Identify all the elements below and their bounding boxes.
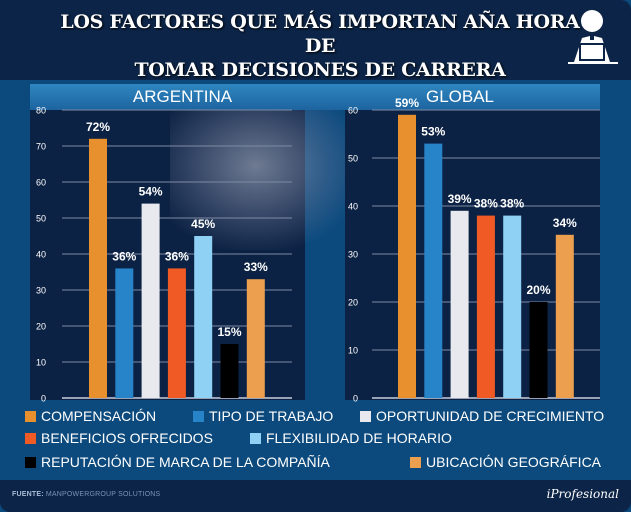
legend-item-compensacion: COMPENSACIÓN — [25, 408, 156, 424]
legend-label: BENEFICIOS OFRECIDOS — [41, 430, 213, 446]
y-tick-label: 60 — [348, 106, 358, 116]
data-label: 45% — [191, 217, 215, 231]
data-label: 20% — [526, 283, 550, 297]
source-label: FUENTE: — [12, 491, 44, 498]
data-label: 36% — [165, 249, 189, 263]
data-label: 33% — [244, 260, 268, 274]
bar — [529, 302, 548, 398]
bar — [89, 138, 107, 399]
legend-item-beneficios: BENEFICIOS OFRECIDOS — [25, 430, 213, 446]
bar — [476, 215, 495, 398]
data-label: 36% — [112, 249, 136, 263]
y-tick-label: 10 — [36, 358, 46, 368]
bar — [424, 143, 443, 398]
title-line-1: LOS FACTORES QUE MÁS IMPORTAN AÑA HORA D… — [60, 11, 580, 57]
y-tick-label: 30 — [36, 286, 46, 296]
y-tick-label: 40 — [36, 250, 46, 260]
y-tick-label: 80 — [36, 106, 46, 116]
person-at-laptop-icon — [568, 10, 618, 64]
legend-label: OPORTUNIDAD DE CRECIMIENTO — [376, 408, 605, 424]
data-label: 53% — [421, 125, 445, 139]
data-label: 15% — [217, 325, 241, 339]
y-tick-label: 50 — [348, 154, 358, 164]
footer: FUENTE: MANPOWERGROUP SOLUTIONS iProfesi… — [0, 480, 631, 512]
legend-item-reputacion: REPUTACIÓN DE MARCA DE LA COMPAÑÍA — [25, 454, 330, 470]
legend-swatch — [25, 457, 36, 468]
bar — [398, 114, 416, 399]
y-tick-label: 30 — [348, 250, 358, 260]
legend-label: FLEXIBILIDAD DE HORARIO — [266, 430, 452, 446]
source-note: FUENTE: MANPOWERGROUP SOLUTIONS — [12, 491, 160, 498]
y-tick-label: 20 — [348, 298, 358, 308]
page-title: LOS FACTORES QUE MÁS IMPORTAN AÑA HORA D… — [60, 10, 580, 82]
header-banner: LOS FACTORES QUE MÁS IMPORTAN AÑA HORA D… — [0, 0, 631, 82]
bar — [167, 268, 186, 398]
y-tick-label: 0 — [353, 394, 358, 404]
y-tick-label: 70 — [36, 142, 46, 152]
legend-item-tipo-de-trabajo: TIPO DE TRABAJO — [193, 408, 333, 424]
legend-label: REPUTACIÓN DE MARCA DE LA COMPAÑÍA — [41, 454, 330, 470]
source-value: MANPOWERGROUP SOLUTIONS — [45, 491, 161, 498]
legend-label: UBICACIÓN GEOGRÁFICA — [426, 454, 602, 470]
title-line-2: TOMAR DECISIONES DE CARRERA — [134, 59, 506, 81]
legend-swatch — [360, 411, 371, 422]
business-people-photo — [170, 110, 360, 250]
bar — [450, 210, 469, 398]
data-label: 39% — [448, 192, 472, 206]
bar — [246, 279, 265, 398]
data-label: 59% — [395, 96, 419, 110]
legend-item-oportunidad: OPORTUNIDAD DE CRECIMIENTO — [360, 408, 604, 424]
y-tick-label: 50 — [36, 214, 46, 224]
legend-label: COMPENSACIÓN — [41, 408, 157, 424]
bar — [220, 344, 239, 398]
legend-swatch — [193, 411, 204, 422]
bar — [555, 234, 574, 398]
bar-charts: 0 10 20 30 40 50 60 70 80 72% 36% 54% 36% 45% 15% 33% 0 1… — [36, 96, 600, 404]
data-label: 34% — [553, 216, 577, 230]
y-tick-label: 0 — [41, 394, 46, 404]
legend-item-ubicacion: UBICACIÓN GEOGRÁFICA — [410, 454, 601, 470]
data-label: 38% — [474, 197, 498, 211]
legend-swatch — [25, 411, 36, 422]
legend-label: TIPO DE TRABAJO — [209, 408, 334, 424]
y-tick-label: 20 — [36, 322, 46, 332]
legend: COMPENSACIÓN TIPO DE TRABAJO OPORTUNIDAD… — [0, 400, 631, 480]
bar — [141, 203, 160, 398]
data-label: 38% — [500, 197, 524, 211]
legend-swatch — [250, 433, 261, 444]
legend-swatch — [25, 433, 36, 444]
legend-item-flexibilidad: FLEXIBILIDAD DE HORARIO — [250, 430, 452, 446]
bar — [194, 236, 213, 398]
data-label: 72% — [86, 120, 110, 134]
y-tick-label: 40 — [348, 202, 358, 212]
brand-logo: iProfesional — [546, 487, 619, 501]
global-header: GLOBAL — [320, 84, 600, 110]
legend-swatch — [410, 457, 421, 468]
argentina-header: ARGENTINA — [30, 84, 335, 110]
data-label: 54% — [139, 185, 163, 199]
bar — [115, 268, 134, 398]
y-tick-label: 60 — [36, 178, 46, 188]
y-tick-label: 10 — [348, 346, 358, 356]
bar — [503, 215, 522, 398]
